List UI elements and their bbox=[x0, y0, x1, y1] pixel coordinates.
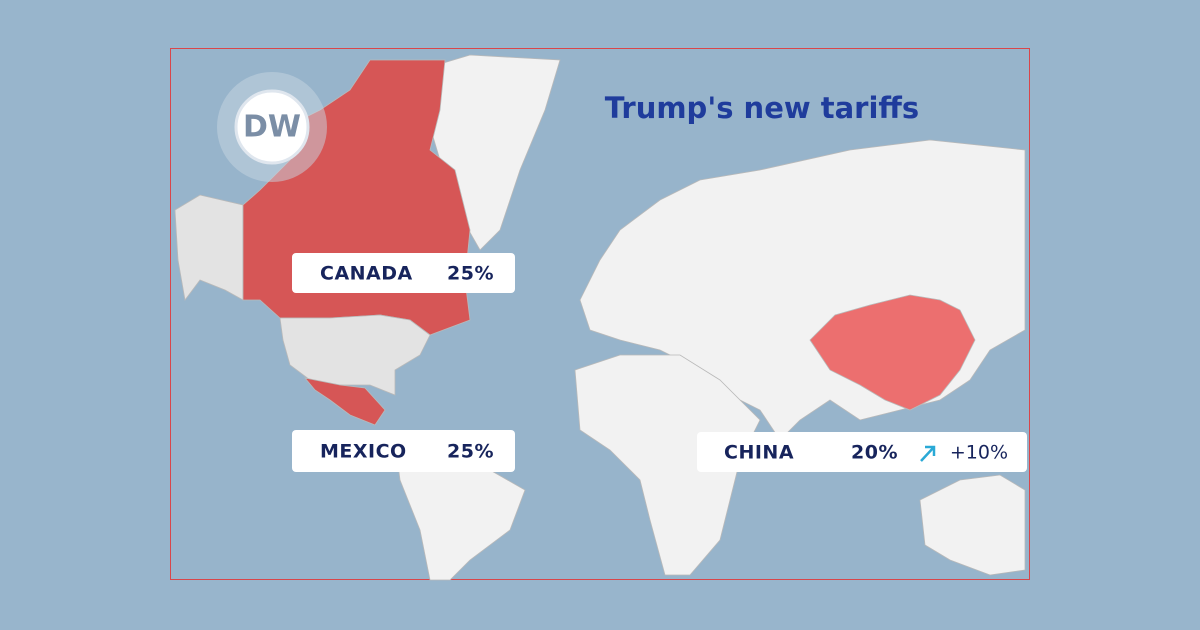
tariff-rate: 25% bbox=[447, 441, 494, 463]
label-box bbox=[697, 432, 1027, 472]
tariff-rate: 25% bbox=[447, 263, 494, 285]
label-box bbox=[292, 253, 515, 293]
tariff-change: +10% bbox=[950, 442, 1008, 464]
china bbox=[809, 294, 976, 411]
alaska bbox=[174, 194, 244, 301]
united-states bbox=[279, 314, 431, 396]
country-name: CANADA bbox=[320, 263, 413, 285]
logo-badge bbox=[234, 89, 310, 165]
tariff-rate: 20% bbox=[851, 442, 898, 464]
country-name: CHINA bbox=[724, 442, 794, 464]
africa bbox=[574, 354, 761, 576]
australia bbox=[919, 474, 1026, 576]
logo: DW bbox=[243, 110, 301, 145]
title: Trump's new tariffs bbox=[605, 91, 919, 125]
label-box bbox=[292, 430, 515, 472]
increase-arrow bbox=[920, 445, 936, 462]
country-name: MEXICO bbox=[320, 441, 407, 463]
mexico bbox=[303, 377, 386, 426]
